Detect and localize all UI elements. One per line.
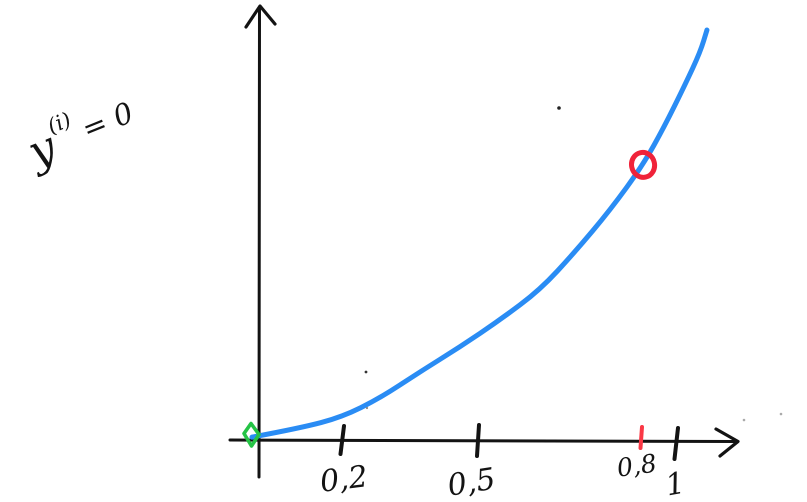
function-curve bbox=[249, 27, 710, 440]
ink-speck bbox=[742, 418, 746, 422]
x-tick-label-0-5: 0,5 bbox=[445, 462, 498, 502]
ink-speck bbox=[364, 370, 368, 374]
annotation: y(i)= 0 bbox=[17, 85, 142, 179]
x-tick-1 bbox=[672, 426, 680, 461]
svg-text:y(i)= 0: y(i)= 0 bbox=[17, 85, 142, 179]
x-tick-label-0-8: 0,8 bbox=[615, 448, 658, 482]
x-axis bbox=[228, 427, 740, 458]
x-axis-arrow-icon bbox=[714, 427, 740, 458]
y-axis-arrow-icon bbox=[244, 4, 277, 29]
circled-point-marker bbox=[629, 149, 658, 180]
x-tick-label-1: 1 bbox=[663, 466, 688, 502]
x-tick-0-5 bbox=[475, 423, 481, 458]
x-axis-line bbox=[228, 438, 738, 443]
annotation-rest: = 0 bbox=[77, 95, 138, 146]
x-tick-0-8-red bbox=[638, 425, 644, 450]
x-tick-label-0-2: 0,2 bbox=[318, 459, 370, 500]
x-tick-0-2 bbox=[338, 424, 346, 456]
y-axis bbox=[244, 4, 277, 479]
y-axis-line bbox=[257, 7, 261, 479]
ink-speck bbox=[779, 412, 783, 416]
origin-marker-icon bbox=[242, 421, 261, 448]
ink-speck bbox=[557, 106, 561, 110]
ink-speck bbox=[365, 406, 369, 410]
